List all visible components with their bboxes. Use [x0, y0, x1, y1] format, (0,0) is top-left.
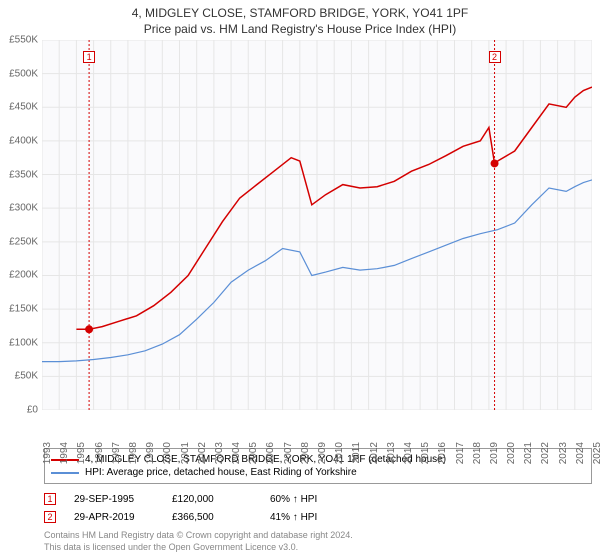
x-axis-tick-label: 2002	[197, 442, 208, 464]
x-axis-tick-label: 2016	[437, 442, 448, 464]
legend-swatch	[51, 472, 79, 474]
x-axis-tick-label: 2000	[162, 442, 173, 464]
x-axis-tick-label: 2011	[351, 442, 362, 464]
x-axis-tick-label: 1995	[76, 442, 87, 464]
x-axis-tick-label: 2020	[506, 442, 517, 464]
chart-area: £0£50K£100K£150K£200K£250K£300K£350K£400…	[42, 40, 592, 410]
sales-table: 1 29-SEP-1995 £120,000 60% ↑ HPI 2 29-APR-201…	[44, 490, 592, 526]
x-axis-tick-label: 2022	[540, 442, 551, 464]
x-axis-tick-label: 2015	[420, 442, 431, 464]
sale-row: 2 29-APR-2019 £366,500 41% ↑ HPI	[44, 508, 592, 526]
sale-price: £120,000	[172, 494, 252, 505]
copyright: Contains HM Land Registry data © Crown c…	[44, 530, 592, 553]
x-axis-tick-label: 2009	[317, 442, 328, 464]
sale-row: 1 29-SEP-1995 £120,000 60% ↑ HPI	[44, 490, 592, 508]
sale-date: 29-APR-2019	[74, 512, 154, 523]
copyright-line-2: This data is licensed under the Open Gov…	[44, 542, 592, 554]
y-axis-tick-label: £350K	[9, 169, 42, 180]
y-axis-tick-label: £100K	[9, 337, 42, 348]
x-axis-tick-label: 2003	[214, 442, 225, 464]
x-axis-tick-label: 2025	[592, 442, 600, 464]
x-axis-tick-label: 2013	[386, 442, 397, 464]
y-axis-tick-label: £300K	[9, 203, 42, 214]
x-axis-tick-label: 2004	[231, 442, 242, 464]
x-axis-tick-label: 2023	[558, 442, 569, 464]
x-axis-tick-label: 1993	[42, 442, 53, 464]
x-axis-tick-label: 2006	[265, 442, 276, 464]
x-axis-tick-label: 2007	[283, 442, 294, 464]
sale-date: 29-SEP-1995	[74, 494, 154, 505]
sale-row-marker: 2	[44, 511, 56, 523]
y-axis-tick-label: £450K	[9, 102, 42, 113]
sale-price: £366,500	[172, 512, 252, 523]
chart-title: 4, MIDGLEY CLOSE, STAMFORD BRIDGE, YORK,…	[0, 0, 600, 20]
sale-pct: 41% ↑ HPI	[270, 512, 350, 523]
sale-marker-1: 1	[83, 51, 95, 63]
copyright-line-1: Contains HM Land Registry data © Crown c…	[44, 530, 592, 542]
x-axis-tick-label: 2018	[472, 442, 483, 464]
x-axis-tick-label: 2012	[369, 442, 380, 464]
x-axis-tick-label: 2005	[248, 442, 259, 464]
chart-container: 4, MIDGLEY CLOSE, STAMFORD BRIDGE, YORK,…	[0, 0, 600, 560]
legend-item: HPI: Average price, detached house, East…	[51, 466, 585, 479]
legend-label: HPI: Average price, detached house, East…	[85, 467, 357, 478]
x-axis-tick-label: 2019	[489, 442, 500, 464]
sale-pct: 60% ↑ HPI	[270, 494, 350, 505]
y-axis-tick-label: £400K	[9, 135, 42, 146]
x-axis-tick-label: 1997	[111, 442, 122, 464]
x-axis-tick-label: 2017	[455, 442, 466, 464]
y-axis-tick-label: £550K	[9, 35, 42, 46]
x-axis-tick-label: 2001	[180, 442, 191, 464]
chart-subtitle: Price paid vs. HM Land Registry's House …	[0, 20, 600, 40]
y-axis-tick-label: £150K	[9, 304, 42, 315]
sale-marker-2: 2	[489, 51, 501, 63]
y-axis-tick-label: £50K	[15, 371, 42, 382]
x-axis-tick-label: 1996	[94, 442, 105, 464]
x-axis-tick-label: 1999	[145, 442, 156, 464]
y-axis-tick-label: £500K	[9, 68, 42, 79]
x-axis-tick-label: 1998	[128, 442, 139, 464]
x-axis-tick-label: 2014	[403, 442, 414, 464]
y-axis-tick-label: £0	[27, 405, 42, 416]
y-axis-tick-label: £200K	[9, 270, 42, 281]
x-axis-tick-label: 2008	[300, 442, 311, 464]
x-axis-tick-label: 2024	[575, 442, 586, 464]
x-axis-tick-label: 2021	[523, 442, 534, 464]
x-axis-tick-label: 1994	[59, 442, 70, 464]
plot-svg	[42, 40, 592, 410]
y-axis-tick-label: £250K	[9, 236, 42, 247]
x-axis-tick-label: 2010	[334, 442, 345, 464]
sale-row-marker: 1	[44, 493, 56, 505]
